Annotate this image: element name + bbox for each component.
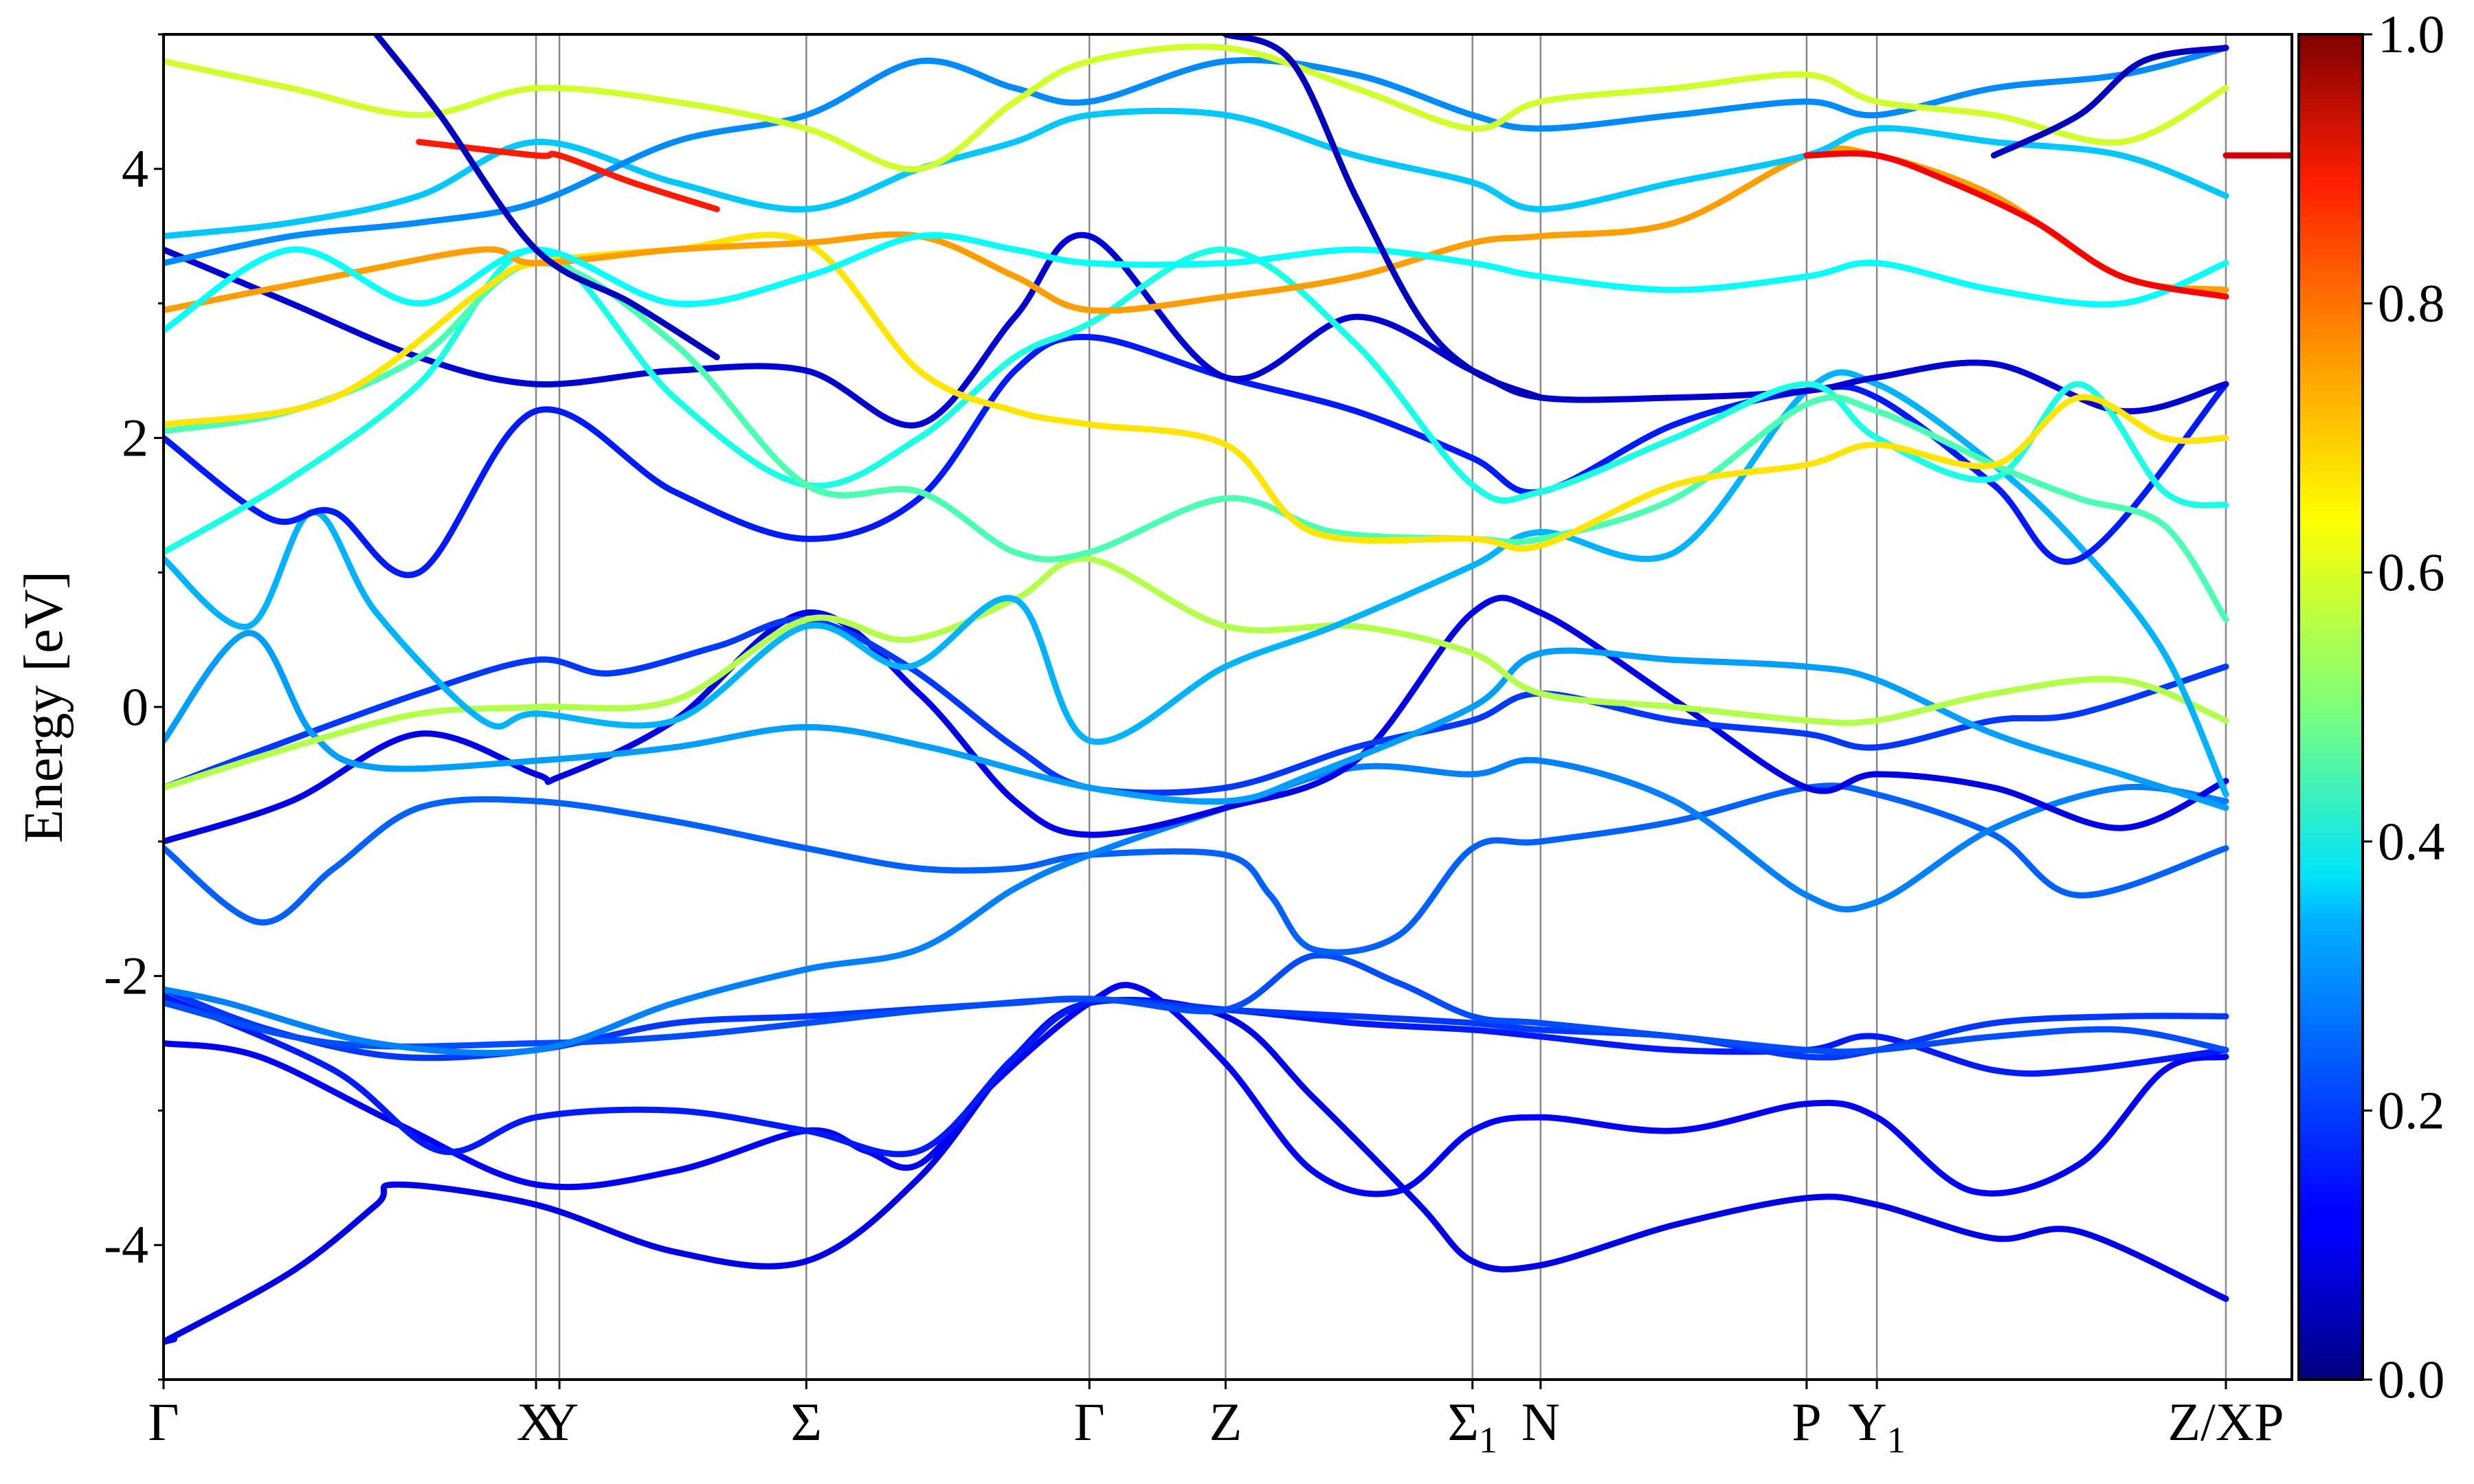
- band-line-27: [1222, 34, 1544, 401]
- band-line-16: [164, 260, 2229, 623]
- colorbar: [2297, 33, 2364, 1381]
- y-tick-label: -2: [104, 946, 148, 1006]
- x-tick-label: Y: [540, 1392, 579, 1452]
- band-line-26: [373, 34, 720, 361]
- band-line-12: [164, 369, 2229, 798]
- band-line-10: [164, 629, 2229, 811]
- band-line-22: [164, 43, 2229, 172]
- band-line-6: [164, 783, 2229, 956]
- colorbar-tick-label: 0.2: [2378, 1080, 2445, 1140]
- x-tick-label: Σ: [791, 1392, 822, 1452]
- x-tick-label: Z/XP: [2167, 1392, 2284, 1452]
- band-line-21: [164, 45, 2229, 267]
- x-tick-label: N: [1522, 1392, 1560, 1452]
- colorbar-tick-label: 1.0: [2378, 4, 2445, 64]
- colorbar-ticks: 0.0 0.2 0.4 0.6 0.8 1.0: [2363, 4, 2445, 1409]
- band-line-19: [164, 232, 2229, 334]
- x-axis-ticks: Γ XY Σ Γ Z Σ1 N P Y1 Z/XP: [148, 1380, 2284, 1461]
- band-line-28: [1990, 45, 2229, 159]
- y-axis-ticks: -4 -2 0 2 4: [104, 33, 164, 1381]
- band-line-24: [1803, 150, 2229, 300]
- colorbar-tick-label: 0.4: [2378, 811, 2445, 871]
- y-axis-title: Energy [eV]: [14, 571, 74, 843]
- x-tick-label: Z: [1210, 1392, 1242, 1452]
- band-lines: [164, 34, 2292, 1345]
- y-tick-label: -4: [104, 1215, 148, 1274]
- x-tick-label: X: [517, 1392, 555, 1452]
- band-line-14: [164, 232, 2229, 429]
- band-line-23: [416, 139, 720, 212]
- colorbar-tick-label: 0.8: [2378, 273, 2445, 333]
- band-line-9: [164, 616, 2229, 796]
- x-tick-label: Γ: [148, 1392, 179, 1452]
- band-line-3: [164, 993, 2229, 1158]
- x-tick-label: Y1: [1848, 1392, 1905, 1461]
- x-tick-label: Γ: [1074, 1392, 1105, 1452]
- band-line-8: [164, 594, 2229, 845]
- band-line-2: [164, 1336, 177, 1345]
- x-tick-label: P: [1792, 1392, 1821, 1452]
- y-tick-label: 0: [122, 677, 148, 737]
- band-line-1: [164, 982, 2229, 1198]
- y-tick-label: 2: [122, 407, 148, 467]
- x-tick-label: Σ1: [1447, 1392, 1497, 1461]
- band-line-13: [164, 333, 2229, 578]
- y-tick-label: 4: [122, 139, 148, 199]
- band-line-20: [164, 107, 2229, 240]
- band-line-11: [164, 555, 2229, 791]
- colorbar-tick-label: 0.0: [2378, 1349, 2445, 1409]
- band-line-5: [164, 952, 2229, 1055]
- band-line-18: [164, 145, 2229, 314]
- colorbar-tick-label: 0.6: [2378, 542, 2445, 602]
